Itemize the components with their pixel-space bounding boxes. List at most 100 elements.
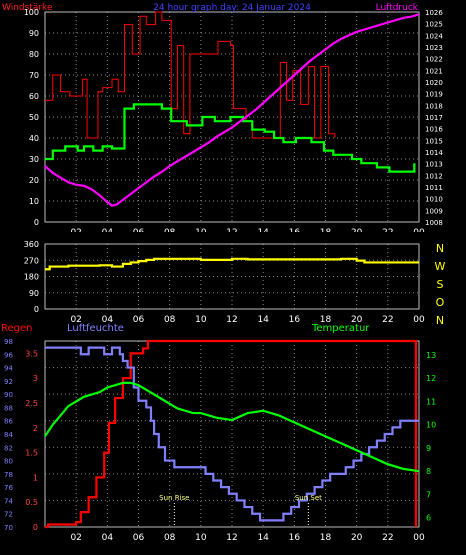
humidity-tick-label: 90: [4, 391, 13, 399]
x-tick-label: 16: [289, 533, 301, 543]
direction-label: O: [436, 296, 445, 309]
right-tick-label: 1019: [425, 91, 443, 99]
series-line-0: [45, 339, 417, 529]
right-tick-label: 1008: [425, 219, 443, 227]
humidity-tick-label: 78: [4, 471, 13, 479]
x-tick-label: 14: [257, 533, 269, 543]
temperature-tick-label: 13: [426, 351, 436, 360]
temperature-tick-label: 6: [426, 514, 431, 523]
right-tick-label: 1016: [425, 126, 443, 134]
right-tick-label: 1015: [425, 137, 443, 145]
x-tick-label: 04: [102, 533, 114, 543]
direction-label: W: [435, 260, 446, 273]
x-tick-label: 00: [413, 315, 425, 325]
left-tick-label: 100: [24, 8, 39, 17]
right-tick-label: 1014: [425, 149, 443, 157]
x-tick-label: 22: [382, 315, 393, 325]
temperature-label: Temperatur: [311, 323, 370, 334]
x-tick-label: 16: [289, 315, 301, 325]
left-tick-label: 40: [29, 134, 39, 143]
humidity-tick-label: 84: [4, 431, 13, 439]
series-line-0: [45, 257, 419, 271]
direction-label: S: [437, 278, 444, 291]
temperature-tick-label: 11: [426, 397, 436, 406]
left-tick-label: 0: [34, 305, 39, 314]
left-tick-label: 180: [24, 273, 39, 282]
x-tick-label: 20: [351, 228, 363, 232]
right-tick-label: 1020: [425, 79, 443, 87]
x-tick-label: 18: [320, 228, 332, 232]
temperature-tick-label: 7: [426, 490, 431, 499]
humidity-tick-label: 80: [4, 458, 13, 466]
left-tick-label: 30: [29, 155, 39, 164]
rain-tick-label: 2: [33, 424, 38, 433]
series-line-2: [44, 381, 420, 473]
right-tick-label: 1023: [425, 44, 443, 52]
x-tick-label: 18: [320, 315, 332, 325]
left-tick-label: 60: [29, 92, 39, 101]
left-tick-label: 90: [29, 29, 39, 38]
right-tick-label: 1011: [425, 184, 443, 192]
rain-tick-label: 1.5: [25, 449, 38, 458]
rain-label: Regen: [1, 323, 33, 334]
x-tick-label: 06: [133, 533, 145, 543]
x-tick-label: 12: [226, 228, 237, 232]
x-tick-label: 12: [226, 533, 237, 543]
left-tick-label: 70: [29, 71, 39, 80]
series-line-0: [45, 11, 336, 139]
right-tick-label: 1018: [425, 102, 443, 110]
x-tick-label: 20: [351, 315, 363, 325]
x-tick-label: 14: [257, 228, 269, 232]
rain-tick-label: 0: [33, 523, 38, 532]
right-tick-label: 1025: [425, 21, 443, 29]
temperature-tick-label: 12: [426, 374, 436, 383]
plot-frame: [44, 11, 420, 223]
right-tick-label: 1013: [425, 161, 443, 169]
x-tick-label: 00: [413, 533, 425, 543]
humidity-tick-label: 92: [4, 378, 13, 386]
right-tick-label: 1026: [425, 9, 443, 17]
humidity-tick-label: 76: [4, 484, 13, 492]
direction-label: N: [436, 314, 444, 326]
humidity-tick-label: 94: [4, 365, 13, 373]
right-tick-label: 1017: [425, 114, 443, 122]
series-line-2: [44, 13, 420, 207]
x-tick-label: 18: [320, 533, 332, 543]
x-tick-label: 22: [382, 228, 393, 232]
plot-frame: [44, 243, 420, 310]
series-line-1: [45, 103, 416, 173]
humidity-label: Luftfeuchte: [67, 323, 124, 334]
chart-title: 24 hour graph day: 24 Januar 2024: [153, 3, 311, 13]
humidity-tick-label: 74: [4, 497, 13, 505]
humidity-tick-label: 86: [4, 418, 13, 426]
humidity-tick-label: 96: [4, 351, 13, 359]
left-tick-label: 20: [29, 176, 39, 185]
direction-label: N: [436, 242, 444, 255]
x-tick-label: 02: [70, 228, 81, 232]
temperature-tick-label: 8: [426, 467, 431, 476]
x-tick-label: 06: [133, 315, 145, 325]
x-tick-label: 02: [70, 533, 81, 543]
x-tick-label: 02: [70, 315, 81, 325]
x-tick-label: 12: [226, 315, 237, 325]
left-tick-label: 80: [29, 50, 39, 59]
right-tick-label: 1009: [425, 207, 443, 215]
left-tick-label: 50: [29, 113, 39, 122]
x-tick-label: 10: [195, 315, 207, 325]
x-tick-label: 14: [257, 315, 269, 325]
series-line-1: [45, 346, 419, 522]
left-tick-label: 90: [29, 289, 39, 298]
left-tick-label: 0: [34, 218, 39, 227]
humidity-tick-label: 98: [4, 338, 13, 346]
x-tick-label: 08: [164, 228, 176, 232]
x-tick-label: 00: [413, 228, 425, 232]
x-tick-label: 20: [351, 533, 363, 543]
x-tick-label: 06: [133, 228, 145, 232]
rain-humidity-temp-chart: Regen Luftfeuchte Temperatur70727476788082…: [1, 323, 436, 543]
right-axis-label: Luftdruck: [376, 3, 419, 13]
temperature-tick-label: 9: [426, 444, 431, 453]
left-axis-label: Windstärke: [2, 3, 53, 13]
wind-pressure-chart: Windstärke 24 hour graph day: 24 Januar 2…: [2, 3, 443, 232]
